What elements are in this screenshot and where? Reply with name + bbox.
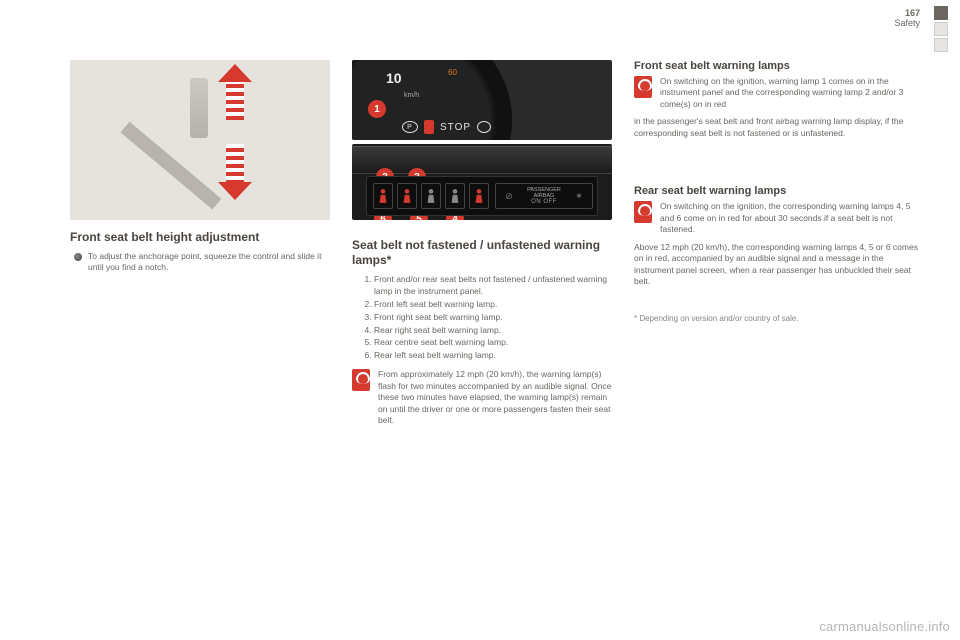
airbag-off-icon: ⊘	[505, 191, 513, 202]
belt-post	[190, 78, 208, 138]
badge-1: 1	[368, 100, 386, 118]
airbag-panel: ⊘ PASSENGER AIRBAG ON OFF ✶	[495, 183, 593, 209]
seatbelt-icon	[634, 201, 652, 223]
front-lamps-cont: in the passenger's seat belt and front a…	[634, 116, 920, 139]
seat-lamp-icon	[469, 183, 489, 209]
list-item: Rear left seat belt warning lamp.	[374, 350, 612, 362]
figure-instrument-panel: 10 km/h 60 1 P STOP	[352, 60, 612, 140]
seatbelt-icon	[634, 76, 652, 98]
rear-lamps-note: On switching on the ignition, the corres…	[634, 201, 920, 235]
front-lamps-note-text: On switching on the ignition, warning la…	[660, 76, 920, 110]
speedo-unit: km/h	[404, 92, 419, 99]
page-header: 167 Safety	[894, 8, 920, 28]
page: 167 Safety Front seat belt height adjust…	[0, 0, 960, 640]
tab-inactive	[934, 38, 948, 52]
col1-bullet: To adjust the anchorage point, squeeze t…	[70, 251, 330, 274]
list-item: Front right seat belt warning lamp.	[374, 312, 612, 324]
speedo-mark: 60	[448, 68, 457, 77]
airbag-circle-icon	[477, 121, 491, 133]
speedo-value: 10	[386, 70, 402, 86]
list-item: Front left seat belt warning lamp.	[374, 299, 612, 311]
airbag-onoff: ON OFF	[527, 199, 561, 206]
figure-seatbelt-adjust	[70, 60, 330, 220]
section-label: Safety	[894, 18, 920, 28]
seatbelt-icon	[352, 369, 370, 391]
stop-row: P STOP	[402, 120, 491, 134]
watermark: carmanualsonline.info	[819, 619, 950, 634]
tab-active	[934, 6, 948, 20]
seat-lamp-icon	[397, 183, 417, 209]
col2-note-text: From approximately 12 mph (20 km/h), the…	[378, 369, 612, 426]
front-lamps-note: On switching on the ignition, warning la…	[634, 76, 920, 110]
spacer	[634, 145, 920, 185]
front-lamps-title: Front seat belt warning lamps	[634, 60, 920, 72]
side-tabs	[934, 6, 948, 54]
stop-label: STOP	[440, 122, 471, 133]
warning-lamp-panel: ⊘ PASSENGER AIRBAG ON OFF ✶	[366, 176, 598, 216]
column-2: 10 km/h 60 1 P STOP 2 3 6 5 4	[352, 60, 612, 620]
col2-title: Seat belt not fastened / unfastened warn…	[352, 238, 612, 268]
arrow-down-icon	[218, 140, 252, 200]
airbag-on-icon: ✶	[575, 191, 583, 202]
list-item: Rear centre seat belt warning lamp.	[374, 337, 612, 349]
list-item: Rear right seat belt warning lamp.	[374, 325, 612, 337]
warning-lamp-list: Front and/or rear seat belts not fastene…	[352, 274, 612, 363]
figure-warning-panel: 2 3 6 5 4 ⊘ PASSENGER AIRBAG	[352, 144, 612, 220]
arrow-up-icon	[218, 64, 252, 124]
footnote: * Depending on version and/or country of…	[634, 314, 920, 323]
airbag-label: PASSENGER AIRBAG ON OFF	[527, 187, 561, 206]
tab-inactive	[934, 22, 948, 36]
col1-title: Front seat belt height adjustment	[70, 230, 330, 245]
column-3: Front seat belt warning lamps On switchi…	[634, 60, 920, 620]
airbag-label-1: PASSENGER	[527, 187, 561, 193]
col2-note: From approximately 12 mph (20 km/h), the…	[352, 369, 612, 426]
seatbelt-warning-icon	[424, 120, 434, 134]
content-grid: Front seat belt height adjustment To adj…	[70, 60, 920, 620]
rear-lamps-note-text: On switching on the ignition, the corres…	[660, 201, 920, 235]
seat-lamp-icon	[421, 183, 441, 209]
rear-lamps-title: Rear seat belt warning lamps	[634, 185, 920, 197]
seat-lamp-icon	[445, 183, 465, 209]
rear-lamps-cont: Above 12 mph (20 km/h), the correspondin…	[634, 242, 920, 288]
list-item: Front and/or rear seat belts not fastene…	[374, 274, 612, 298]
page-number: 167	[905, 8, 920, 18]
parking-brake-icon: P	[402, 121, 418, 133]
column-1: Front seat belt height adjustment To adj…	[70, 60, 330, 620]
seat-lamp-icon	[373, 183, 393, 209]
